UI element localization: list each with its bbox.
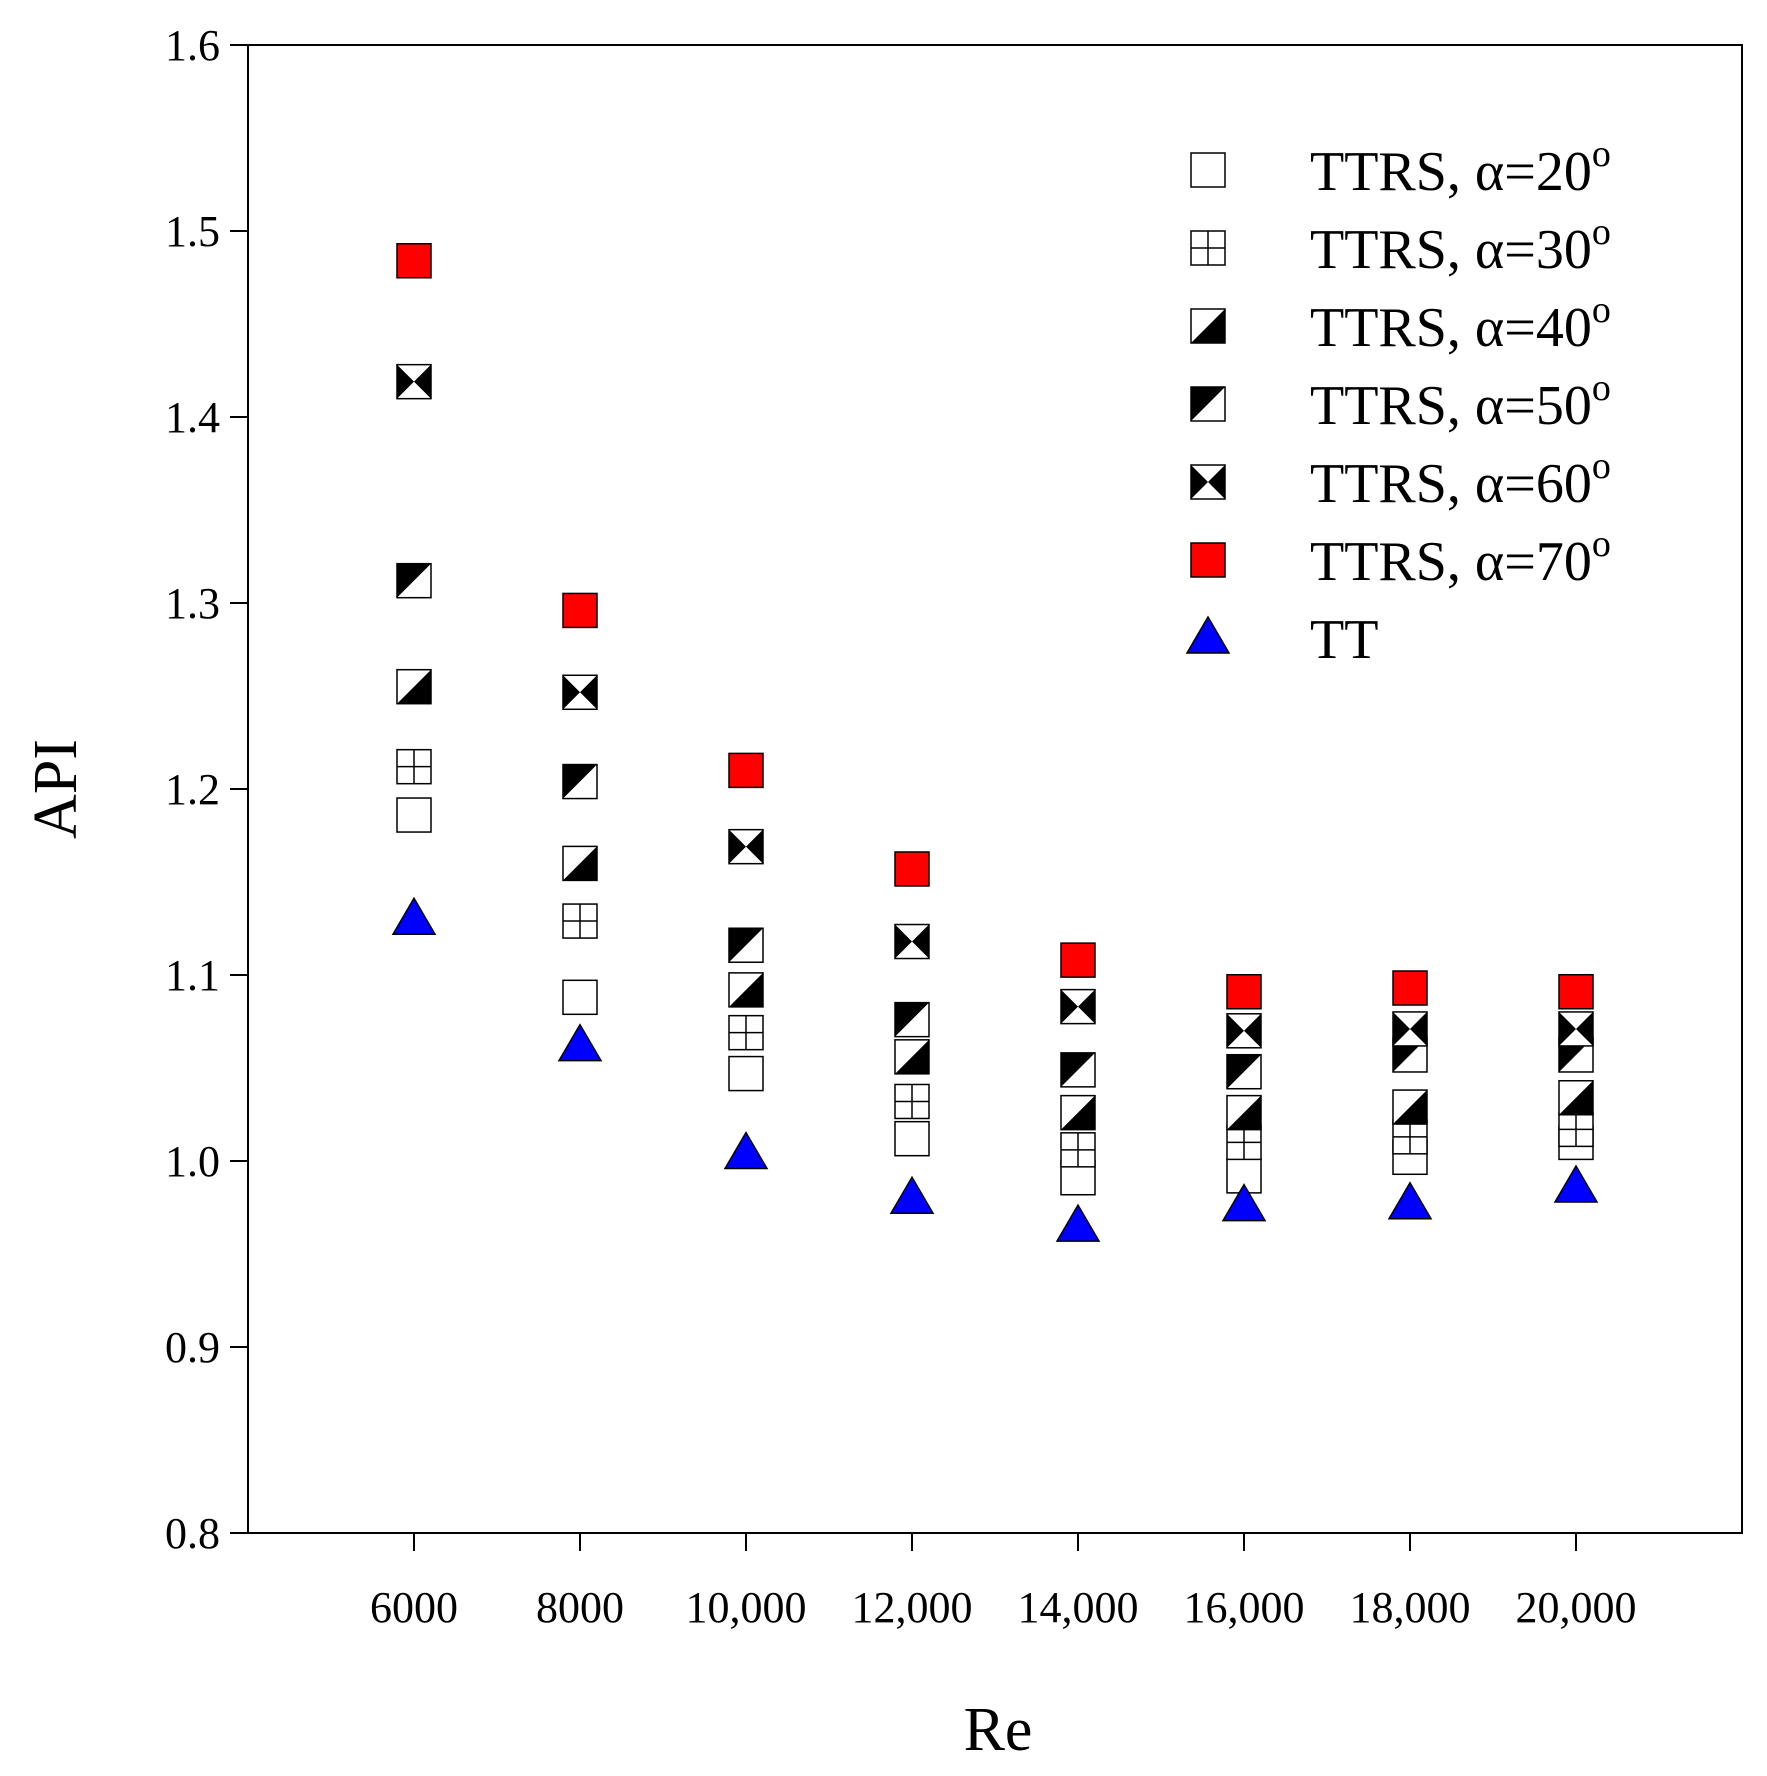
y-tick-label: 1.1 bbox=[165, 951, 220, 1000]
point-series-2 bbox=[1392, 1089, 1428, 1125]
point-series-2 bbox=[396, 668, 432, 705]
x-tick-label: 12,000 bbox=[852, 1583, 973, 1632]
x-tick-label: 16,000 bbox=[1184, 1583, 1305, 1632]
point-series-6 bbox=[391, 896, 437, 935]
legend: TTRS, α=20o TTRS, α=30o TTRS, α=40o TTRS, α… bbox=[1185, 133, 1611, 671]
point-series-3 bbox=[562, 763, 598, 800]
point-series-4 bbox=[1060, 988, 1096, 1025]
legend-label-0: TTRS, α=20o bbox=[1310, 133, 1611, 203]
point-series-2 bbox=[894, 1039, 930, 1075]
y-axis-label: API bbox=[22, 739, 90, 839]
legend-marker-3 bbox=[1190, 386, 1226, 422]
data-points bbox=[391, 243, 1599, 1242]
x-tick-label: 8000 bbox=[536, 1583, 624, 1632]
legend-marker-6 bbox=[1185, 615, 1231, 654]
point-series-0 bbox=[562, 979, 598, 1016]
point-series-2 bbox=[1558, 1080, 1594, 1116]
legend-marker-0 bbox=[1190, 152, 1226, 188]
point-series-3 bbox=[396, 562, 432, 599]
point-series-6 bbox=[1387, 1181, 1433, 1220]
point-series-0 bbox=[396, 797, 432, 833]
y-tick-label: 1.0 bbox=[165, 1137, 220, 1186]
point-series-6 bbox=[1553, 1164, 1599, 1203]
legend-label-4: TTRS, α=60o bbox=[1310, 445, 1611, 515]
x-tick-label: 14,000 bbox=[1018, 1583, 1139, 1632]
point-series-4 bbox=[396, 363, 432, 400]
y-tick-label: 0.8 bbox=[165, 1509, 220, 1558]
point-series-1 bbox=[1226, 1124, 1262, 1161]
legend-marker-1 bbox=[1190, 230, 1226, 266]
x-tick-label: 6000 bbox=[370, 1583, 458, 1632]
y-tick-label: 1.2 bbox=[165, 765, 220, 814]
legend-marker-2 bbox=[1190, 308, 1226, 344]
point-series-4 bbox=[728, 828, 764, 865]
point-series-2 bbox=[728, 972, 764, 1008]
y-tick-label: 0.9 bbox=[165, 1323, 220, 1372]
x-tick-label: 18,000 bbox=[1350, 1583, 1471, 1632]
point-series-3 bbox=[1060, 1052, 1096, 1088]
point-series-5 bbox=[396, 243, 432, 279]
point-series-1 bbox=[728, 1014, 764, 1051]
y-tick-label: 1.5 bbox=[165, 207, 220, 256]
point-series-5 bbox=[1392, 970, 1428, 1006]
point-series-1 bbox=[1060, 1132, 1096, 1168]
point-series-2 bbox=[1060, 1094, 1096, 1131]
point-series-6 bbox=[557, 1023, 603, 1062]
point-series-1 bbox=[1558, 1111, 1594, 1148]
point-series-3 bbox=[1226, 1053, 1262, 1090]
legend-label-1: TTRS, α=30o bbox=[1310, 211, 1611, 281]
point-series-5 bbox=[1060, 942, 1096, 978]
legend-label-5: TTRS, α=70o bbox=[1310, 523, 1611, 593]
point-series-6 bbox=[1221, 1183, 1267, 1222]
point-series-5 bbox=[1558, 973, 1594, 1010]
y-tick-label: 1.4 bbox=[165, 393, 220, 442]
point-series-6 bbox=[723, 1131, 769, 1170]
point-series-1 bbox=[562, 903, 598, 939]
point-series-3 bbox=[728, 927, 764, 963]
x-tick-label: 20,000 bbox=[1516, 1583, 1637, 1632]
point-series-3 bbox=[894, 1001, 930, 1038]
point-series-4 bbox=[1558, 1011, 1594, 1047]
point-series-0 bbox=[894, 1120, 930, 1157]
legend-label-6: TT bbox=[1310, 609, 1378, 671]
y-tick-label: 1.6 bbox=[165, 21, 220, 70]
point-series-4 bbox=[1226, 1013, 1262, 1049]
point-series-1 bbox=[396, 748, 432, 785]
point-series-5 bbox=[728, 752, 764, 789]
y-tick-label: 1.3 bbox=[165, 579, 220, 628]
point-series-6 bbox=[1055, 1203, 1101, 1242]
y-axis: 0.8 0.9 1.0 1.1 1.2 1.3 1.4 1.5 1.6 bbox=[165, 21, 248, 1558]
legend-label-3: TTRS, α=50o bbox=[1310, 367, 1611, 437]
point-series-0 bbox=[728, 1055, 764, 1092]
x-tick-label: 10,000 bbox=[686, 1583, 807, 1632]
point-series-4 bbox=[562, 674, 598, 711]
point-series-2 bbox=[1226, 1094, 1262, 1131]
legend-marker-5 bbox=[1190, 542, 1226, 578]
point-series-5 bbox=[562, 592, 598, 629]
point-series-5 bbox=[1226, 973, 1262, 1010]
x-axis: 6000 8000 10,000 12,000 14,000 16,000 18,000 20… bbox=[370, 1533, 1637, 1632]
point-series-5 bbox=[894, 851, 930, 887]
point-series-4 bbox=[894, 923, 930, 960]
point-series-2 bbox=[562, 845, 598, 882]
point-series-1 bbox=[1392, 1119, 1428, 1155]
point-series-1 bbox=[894, 1083, 930, 1120]
point-series-6 bbox=[889, 1175, 935, 1214]
legend-label-2: TTRS, α=40o bbox=[1310, 289, 1611, 359]
point-series-4 bbox=[1392, 1011, 1428, 1047]
x-axis-label: Re bbox=[964, 1696, 1033, 1764]
legend-marker-4 bbox=[1190, 464, 1226, 500]
